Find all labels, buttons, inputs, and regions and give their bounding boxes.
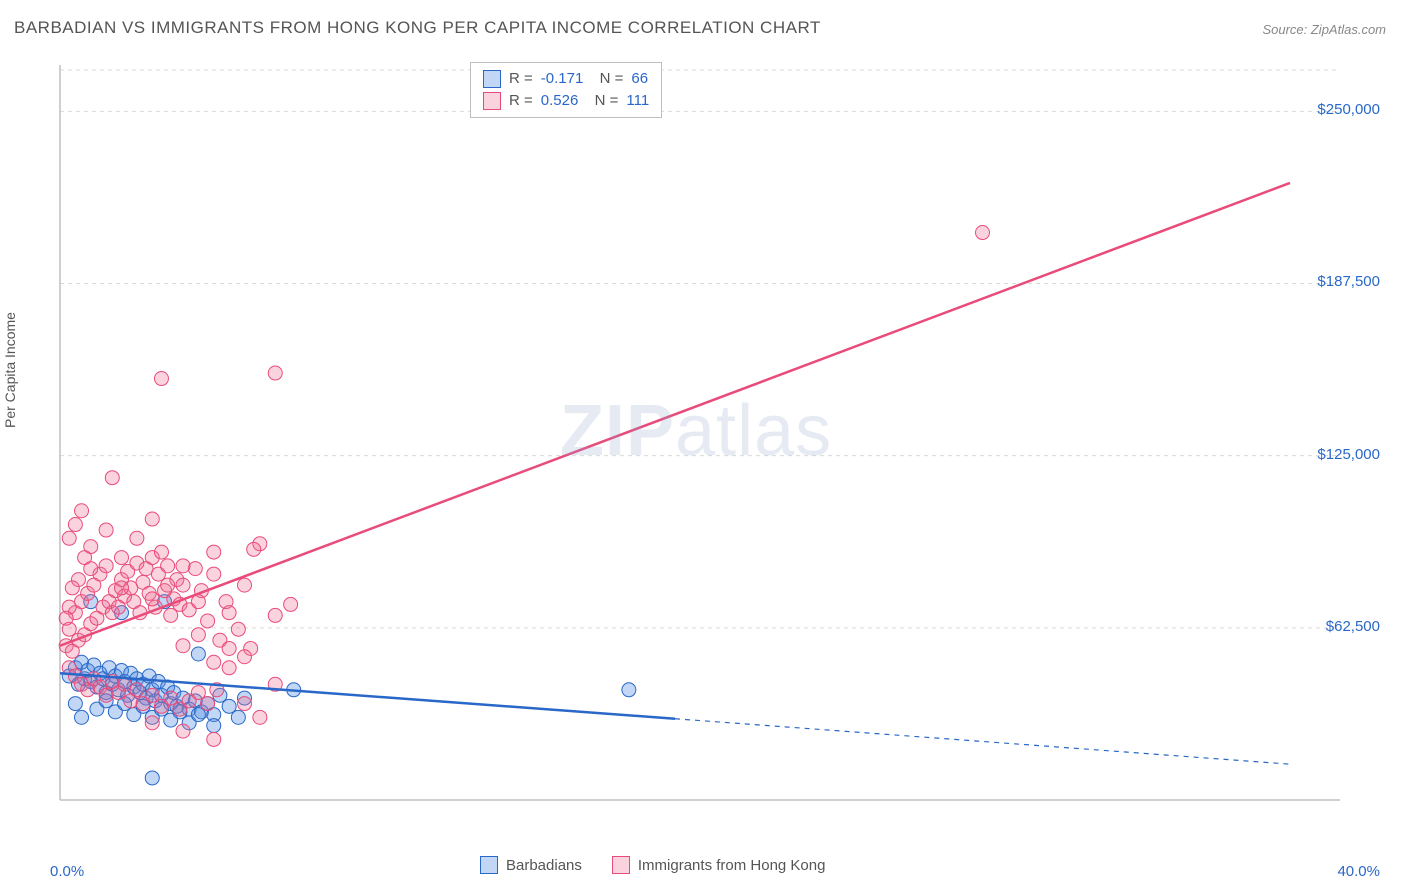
legend-swatch [483,92,501,110]
legend-item: Barbadians [480,856,582,874]
x-tick-label: 40.0% [1337,863,1380,880]
legend-label: Barbadians [506,857,582,874]
legend-swatch [483,70,501,88]
y-axis-label: Per Capita Income [2,312,18,428]
y-tick-label: $250,000 [1317,101,1380,118]
legend-swatch [480,856,498,874]
x-tick-label: 0.0% [50,863,84,880]
legend-n-label: N = [591,68,623,90]
legend-n-label: N = [586,90,618,112]
source-attribution: Source: ZipAtlas.com [1262,22,1386,37]
legend-r-value: -0.171 [541,68,584,90]
legend-r-label: R = [509,90,533,112]
legend-row: R = -0.171 N = 66 [483,68,649,90]
legend-r-label: R = [509,68,533,90]
legend-label: Immigrants from Hong Kong [638,857,826,874]
chart-title: BARBADIAN VS IMMIGRANTS FROM HONG KONG P… [14,18,821,38]
legend-swatch [612,856,630,874]
series-legend: Barbadians Immigrants from Hong Kong [480,856,825,874]
y-tick-label: $187,500 [1317,273,1380,290]
legend-item: Immigrants from Hong Kong [612,856,826,874]
legend-n-value: 66 [631,68,648,90]
chart-container: BARBADIAN VS IMMIGRANTS FROM HONG KONG P… [0,0,1406,892]
legend-n-value: 111 [626,90,649,112]
y-tick-label: $62,500 [1326,618,1380,635]
plot-svg [50,60,1350,830]
correlation-legend: R = -0.171 N = 66R = 0.526 N = 111 [470,62,662,118]
legend-r-value: 0.526 [541,90,579,112]
legend-row: R = 0.526 N = 111 [483,90,649,112]
y-tick-label: $125,000 [1317,446,1380,463]
